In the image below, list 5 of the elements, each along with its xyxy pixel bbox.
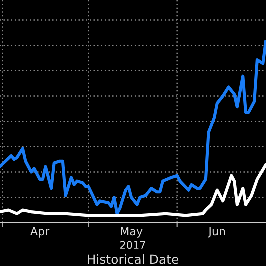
x-axis-title: Historical Date xyxy=(88,254,179,264)
x-tick-label: Apr xyxy=(30,227,50,238)
x-tick-label: May xyxy=(121,227,143,238)
text: 2017 xyxy=(120,241,146,250)
x-tick-label: Jun xyxy=(208,227,226,238)
